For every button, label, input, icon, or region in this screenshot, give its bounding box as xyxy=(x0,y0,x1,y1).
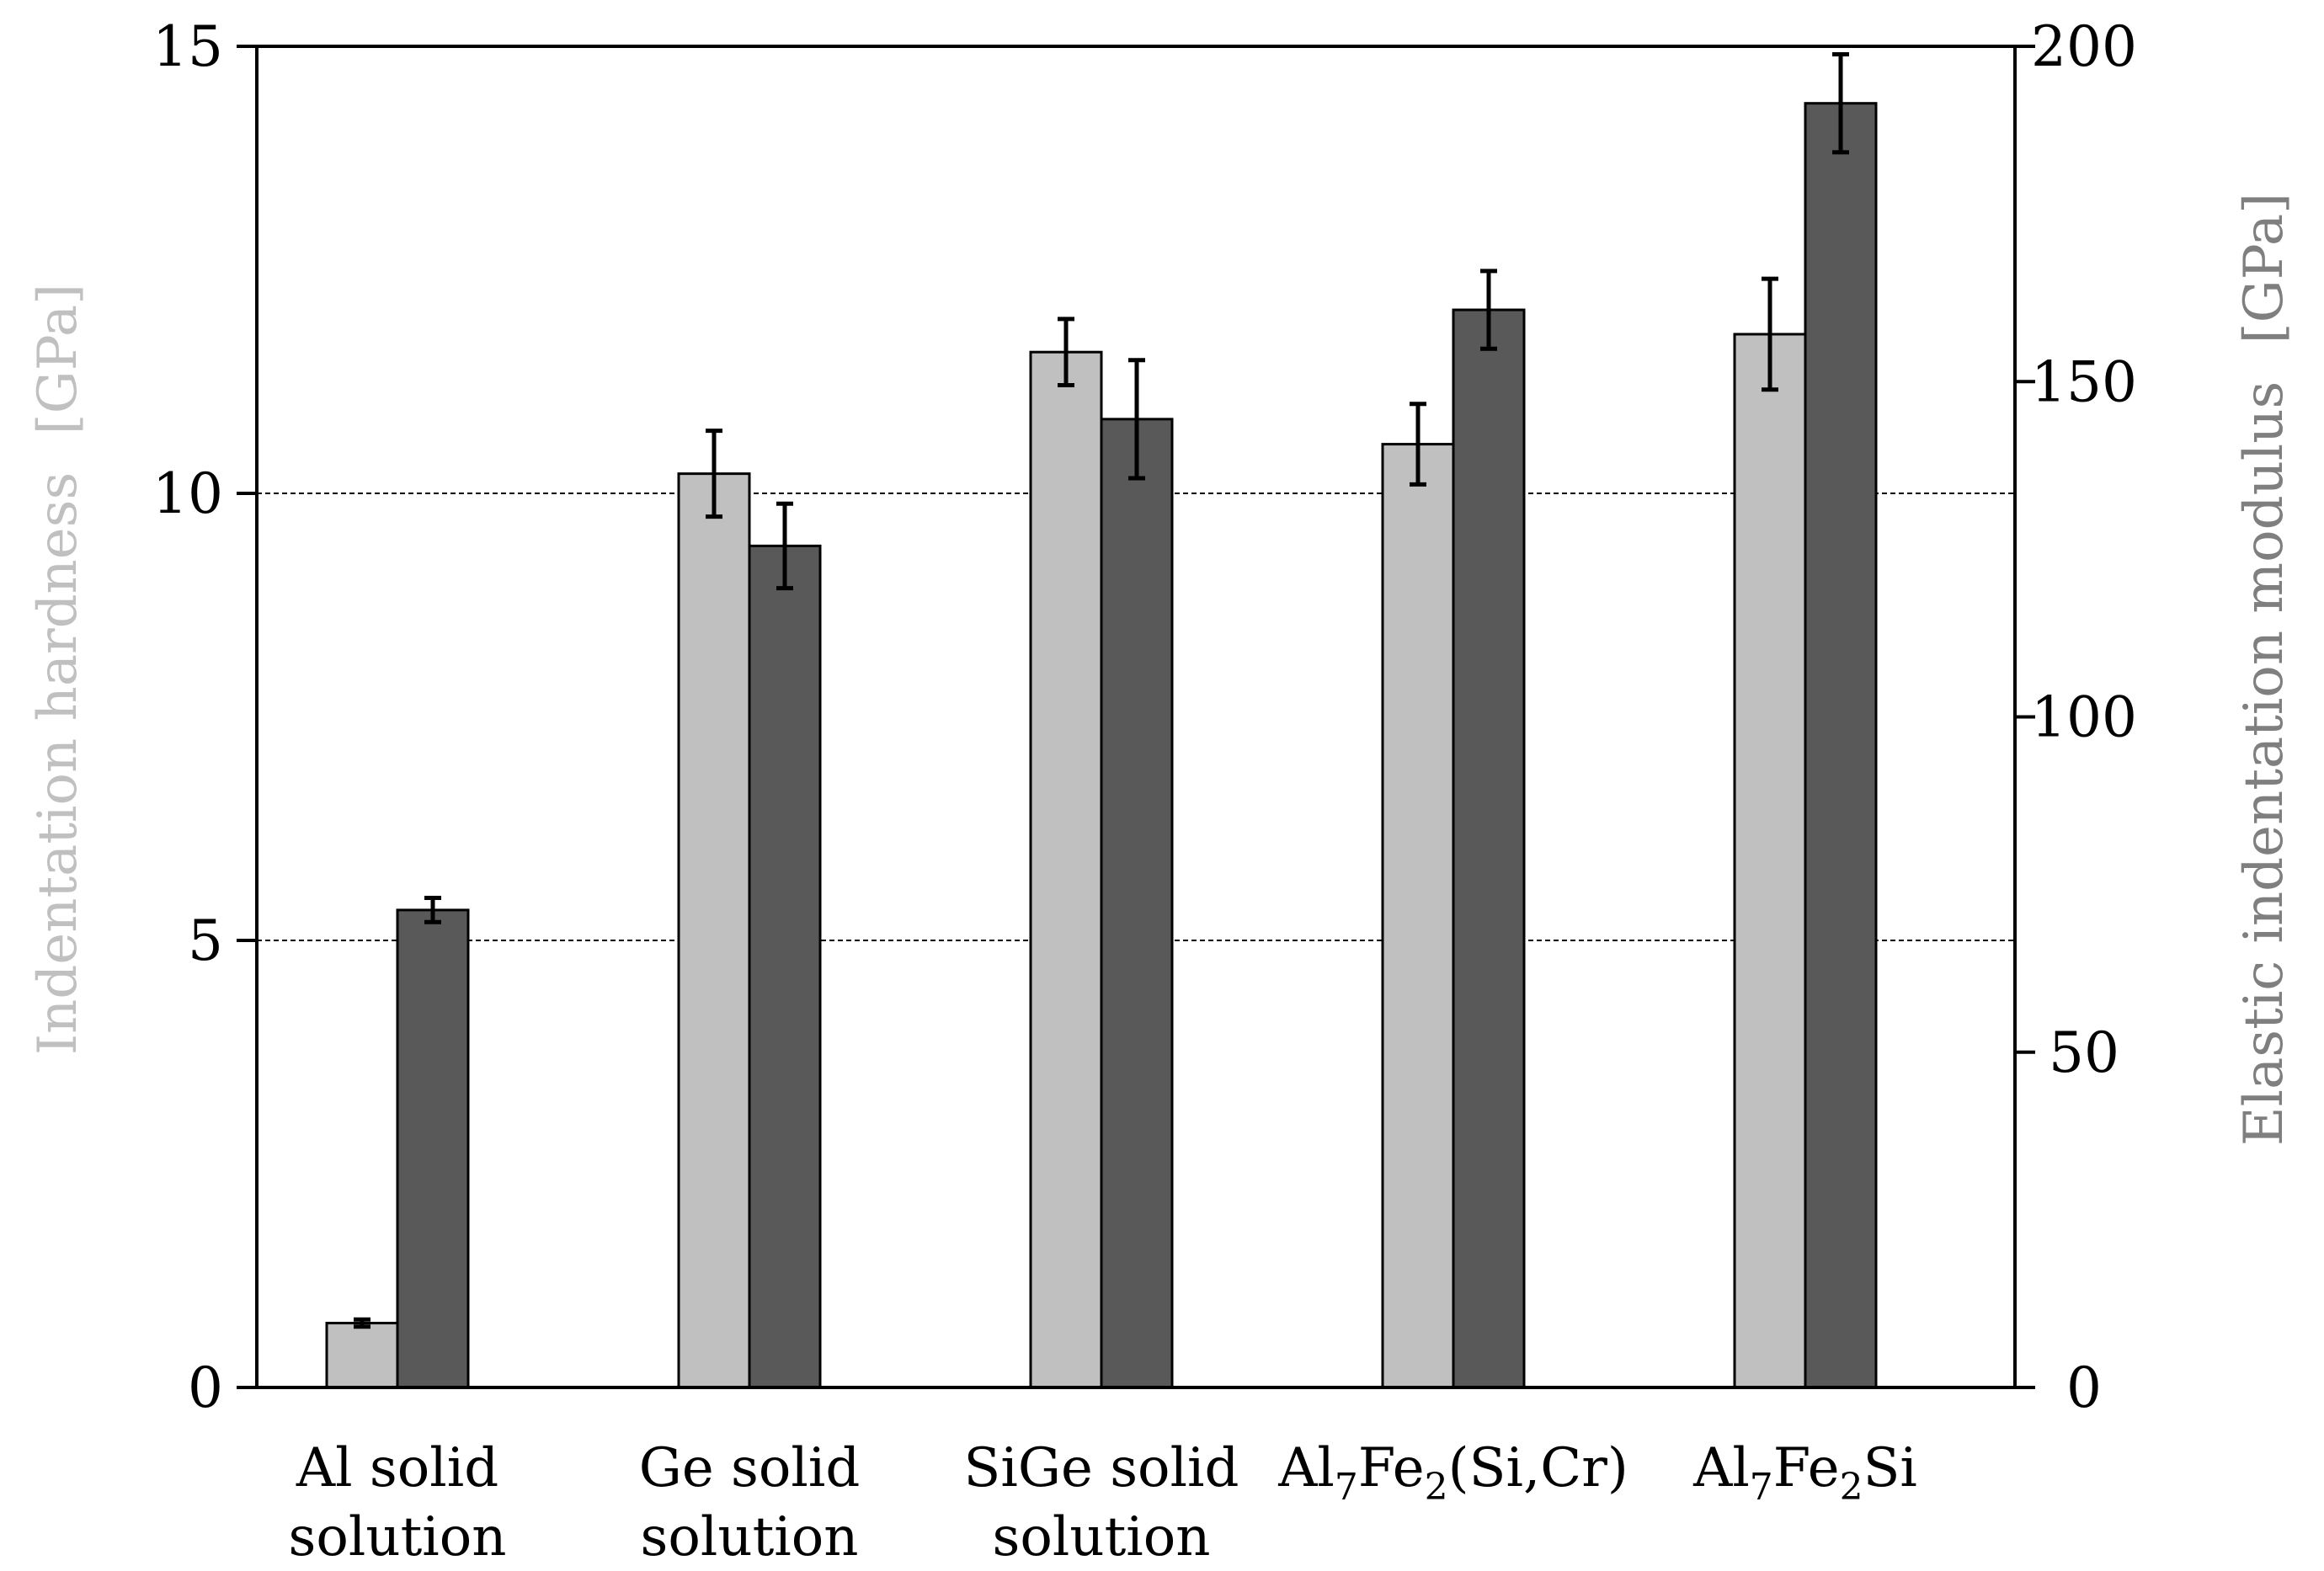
subscript: 2 xyxy=(1425,1466,1448,1509)
right-tick-label: 200 xyxy=(2031,14,2137,79)
label-part: (Si,Cr) xyxy=(1448,1437,1628,1499)
category-label: Al7Fe2(Si,Cr) xyxy=(1277,1437,1628,1509)
left-tick-label: 0 xyxy=(188,1355,223,1420)
left-tick-label: 10 xyxy=(152,461,223,526)
category-label: solution xyxy=(993,1506,1211,1568)
right-axis-title: Elastic indentation modulus [GPa] xyxy=(2233,193,2295,1146)
bars xyxy=(325,102,1878,1389)
bar-modulus xyxy=(1804,102,1878,1389)
right-axis-unit: [GPa] xyxy=(2233,193,2295,343)
bar-modulus xyxy=(748,544,822,1389)
subscript: 7 xyxy=(1750,1466,1773,1509)
subscript: 2 xyxy=(1840,1466,1863,1509)
left-axis-label: Indentation hardness xyxy=(27,472,89,1055)
category-labels: Al solid solution Ge solid solution SiGe sol… xyxy=(289,1437,1917,1568)
left-tick-label: 5 xyxy=(188,908,223,973)
category-label: SiGe solid xyxy=(964,1437,1239,1499)
bar-hardness xyxy=(325,1322,399,1389)
right-tick-label: 50 xyxy=(2049,1020,2119,1085)
right-tick-label: 150 xyxy=(2031,349,2137,414)
right-tick-label: 0 xyxy=(2066,1355,2102,1420)
category-label: Al solid xyxy=(296,1437,498,1499)
bar-hardness xyxy=(1029,350,1103,1389)
right-ticks: 0 50 100 150 200 xyxy=(2015,14,2137,1420)
label-part: Fe xyxy=(1773,1437,1840,1499)
label-part: Fe xyxy=(1358,1437,1425,1499)
bar-hardness xyxy=(1381,443,1455,1389)
left-tick-label: 15 xyxy=(152,14,223,79)
left-ticks: 0 5 10 15 xyxy=(152,14,257,1420)
bar-modulus xyxy=(1452,308,1526,1389)
bar-modulus xyxy=(1100,418,1174,1389)
left-axis-title: Indentation hardness [GPa] xyxy=(27,284,89,1055)
category-label: solution xyxy=(641,1506,859,1568)
bar-hardness xyxy=(677,472,751,1389)
right-tick-label: 100 xyxy=(2031,685,2137,750)
right-axis-label: Elastic indentation modulus xyxy=(2233,381,2295,1146)
label-part: Al xyxy=(1692,1437,1750,1499)
label-part: Si xyxy=(1863,1437,1917,1499)
error-bars xyxy=(354,52,1849,1329)
bar-modulus xyxy=(396,908,470,1389)
subscript: 7 xyxy=(1335,1466,1358,1509)
left-axis-unit: [GPa] xyxy=(27,284,89,434)
label-part: Al xyxy=(1277,1437,1335,1499)
bar-hardness xyxy=(1733,333,1807,1389)
category-label: Ge solid xyxy=(639,1437,861,1499)
category-label: Al7Fe2Si xyxy=(1692,1437,1917,1509)
category-label: solution xyxy=(289,1506,507,1568)
